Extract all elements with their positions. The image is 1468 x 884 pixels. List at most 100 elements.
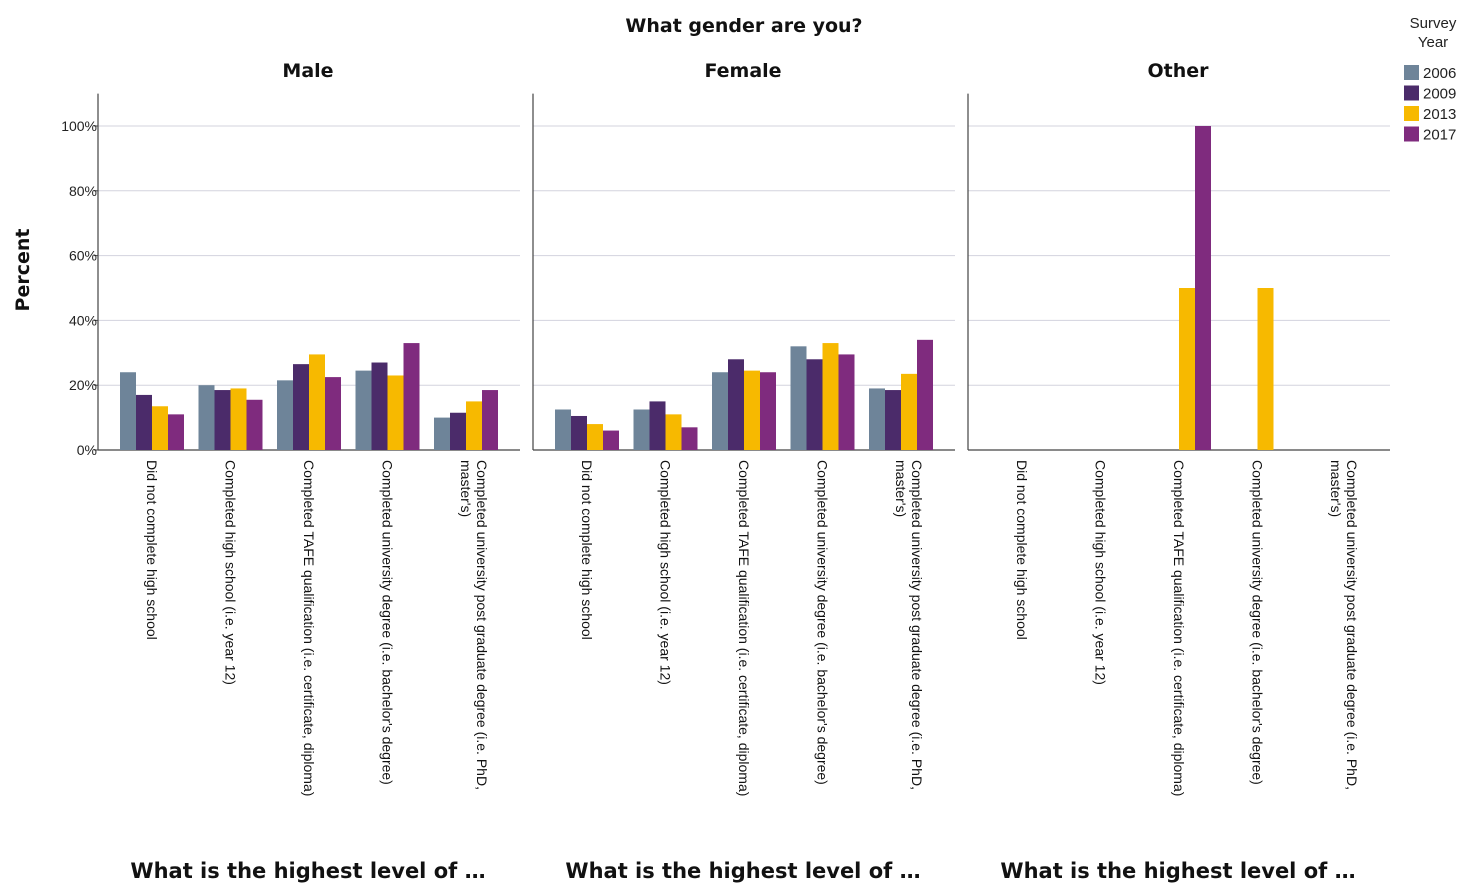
category-label: Completed TAFE qualification (i.e. certi… [1171,460,1187,796]
bar-2006 [355,370,372,450]
bar-2013 [387,375,404,450]
bar-2017 [603,430,619,450]
bar-2009 [214,390,231,450]
bar-2013 [665,414,682,450]
panel-female: Female Did not complete high school Comple… [532,60,955,883]
legend-label: 2006 [1423,65,1456,82]
category-label-line: Completed university post graduate degre… [909,460,925,790]
panel-male: Male 0% 20% 40% 60% 80% 100% Did not complete h… [61,60,520,883]
bar-2017 [246,399,263,450]
bar-2006 [869,388,885,450]
bar-2013 [1257,288,1274,450]
y-tick-label: 100% [61,118,97,134]
category-label: Completed TAFE qualification (i.e. certi… [736,460,752,796]
y-tick-label: 60% [69,248,97,264]
bar-2013 [822,343,839,450]
panel-other: Other Did not complete high school Complet… [967,60,1390,883]
bar-2017 [681,427,698,450]
category-label-line: Did not complete high school [1014,460,1030,640]
y-tick-label: 80% [69,183,97,199]
panels: Male 0% 20% 40% 60% 80% 100% Did not complete h… [61,60,1390,883]
bar-2013 [744,370,760,450]
category-label-line: Completed university degree (i.e. bachel… [380,460,396,785]
y-tick-label: 0% [77,442,97,458]
category-label: Completed university post graduate degre… [1328,460,1360,790]
category-label: Did not complete high school [1014,460,1030,640]
panel-title: Other [1147,60,1209,82]
category-label-line: Completed TAFE qualification (i.e. certi… [736,460,752,796]
category-label-line: master's) [458,460,474,517]
category-label-line: Completed university degree (i.e. bachel… [815,460,831,785]
bar-2006 [434,417,450,450]
bar-2017 [917,339,933,450]
category-label: Completed university post graduate degre… [893,460,925,790]
category-label-line: Completed high school (i.e. year 12) [223,460,239,685]
legend: Survey Year 2006 2009 2013 2017 [1404,15,1457,144]
bar-2006 [790,346,807,450]
bar-2013 [901,373,917,450]
bar-2009 [136,394,152,450]
legend-title: Survey [1410,15,1457,32]
y-tick-label: 40% [69,312,97,328]
category-label: Did not complete high school [144,460,160,640]
category-label: Completed high school (i.e. year 12) [658,460,674,685]
bar-2006 [712,372,728,450]
category-label: Completed high school (i.e. year 12) [223,460,239,685]
legend-swatch-2017 [1404,126,1419,142]
bar-2009 [450,412,466,450]
legend-label: 2017 [1423,127,1456,144]
y-tick-label: 20% [69,377,97,393]
category-label: Completed high school (i.e. year 12) [1093,460,1109,685]
bar-2009 [293,364,309,450]
bar-2013 [309,354,325,450]
bar-2009 [806,359,823,450]
y-axis-title: Percent [12,229,34,312]
bar-2013 [587,424,603,450]
legend-title: Year [1418,34,1448,51]
bar-2009 [571,415,587,450]
bar-2017 [403,343,420,450]
bar-2017 [760,372,776,450]
bar-2006 [120,372,136,450]
x-axis-title: What is the highest level of … [1000,859,1355,883]
category-label-line: Completed university post graduate degre… [1344,460,1360,790]
bar-2017 [168,414,184,450]
bar-2009 [649,401,666,450]
bar-2006 [198,385,215,450]
category-label-line: Completed university post graduate degre… [474,460,490,790]
bar-2009 [371,362,388,450]
category-label-line: Completed high school (i.e. year 12) [1093,460,1109,685]
legend-label: 2009 [1423,86,1456,103]
bar-2017 [325,377,341,450]
bar-2006 [633,409,650,450]
bar-2009 [728,359,744,450]
chart-title: What gender are you? [625,15,862,37]
category-label-line: Completed university degree (i.e. bachel… [1250,460,1266,785]
category-label: Completed university degree (i.e. bachel… [380,460,396,785]
legend-swatch-2009 [1404,85,1419,101]
category-label-line: master's) [893,460,909,517]
bar-2013 [1179,288,1195,450]
category-label-line: Completed TAFE qualification (i.e. certi… [301,460,317,796]
category-label-line: Did not complete high school [579,460,595,640]
bar-2017 [482,390,498,450]
legend-swatch-2006 [1404,65,1419,80]
bar-2013 [230,388,247,450]
category-label-line: master's) [1328,460,1344,517]
category-label: Completed TAFE qualification (i.e. certi… [301,460,317,796]
panel-title: Female [704,60,781,82]
bar-2017 [1195,126,1211,450]
legend-label: 2013 [1423,106,1456,123]
x-axis-title: What is the highest level of … [130,859,485,883]
category-label-line: Completed TAFE qualification (i.e. certi… [1171,460,1187,796]
category-label: Did not complete high school [579,460,595,640]
bar-2006 [277,380,293,450]
legend-swatch-2013 [1404,106,1419,121]
x-axis-title: What is the highest level of … [565,859,920,883]
bar-2013 [152,406,168,450]
category-label: Completed university degree (i.e. bachel… [815,460,831,785]
bar-2006 [555,409,571,450]
category-label: Completed university post graduate degre… [458,460,490,790]
panel-title: Male [282,60,333,82]
